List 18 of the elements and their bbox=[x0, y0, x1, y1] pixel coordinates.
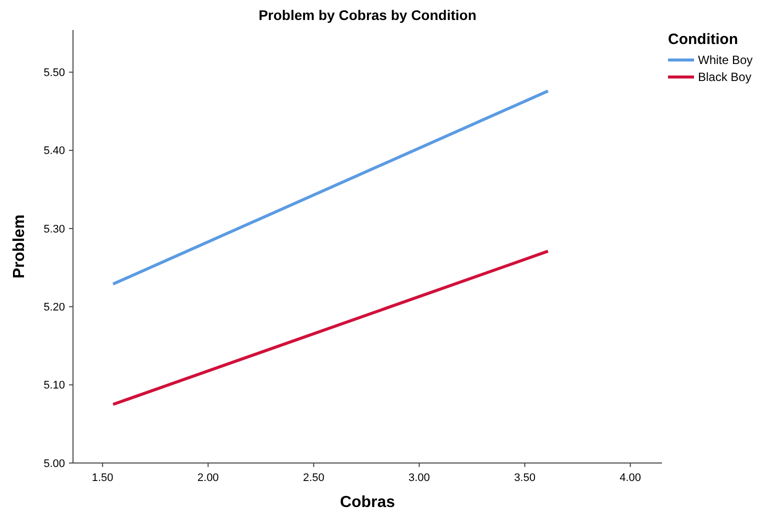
x-tick-label: 4.00 bbox=[620, 472, 642, 484]
x-tick-label: 2.50 bbox=[302, 472, 324, 484]
y-tick-label: 5.10 bbox=[44, 380, 65, 392]
y-tick-label: 5.50 bbox=[44, 67, 65, 80]
x-tick-label: 1.50 bbox=[92, 472, 114, 484]
x-tick-label: 3.50 bbox=[514, 472, 536, 484]
y-tick-label: 5.40 bbox=[44, 145, 65, 158]
y-tick-label: 5.20 bbox=[44, 302, 65, 314]
y-axis-title: Problem bbox=[11, 214, 28, 279]
x-tick-label: 2.00 bbox=[197, 472, 219, 484]
legend-label: White Boy bbox=[698, 53, 753, 68]
legend-label: Black Boy bbox=[698, 70, 752, 84]
chart-title: Problem by Cobras by Condition bbox=[258, 7, 476, 23]
legend-title: Condition bbox=[668, 31, 738, 48]
y-tick-label: 5.00 bbox=[44, 458, 65, 470]
x-tick-label: 3.00 bbox=[408, 472, 430, 484]
y-tick-label: 5.30 bbox=[44, 223, 65, 236]
x-axis-title: Cobras bbox=[340, 494, 396, 511]
